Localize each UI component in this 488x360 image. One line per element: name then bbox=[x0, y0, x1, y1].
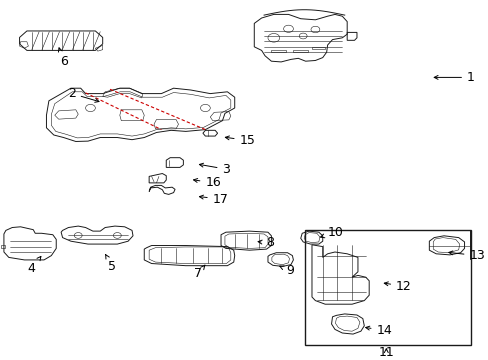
Text: 7: 7 bbox=[194, 265, 204, 280]
Text: 14: 14 bbox=[365, 324, 391, 337]
Text: 17: 17 bbox=[199, 193, 228, 206]
Text: 16: 16 bbox=[193, 176, 221, 189]
Bar bbox=[304, 230, 470, 345]
Text: 4: 4 bbox=[28, 256, 41, 275]
Text: 6: 6 bbox=[59, 48, 67, 68]
Text: 15: 15 bbox=[225, 134, 255, 147]
Text: 2: 2 bbox=[68, 87, 99, 102]
Text: 11: 11 bbox=[378, 346, 393, 359]
Text: 13: 13 bbox=[448, 249, 484, 262]
Text: 9: 9 bbox=[279, 264, 293, 277]
Text: 5: 5 bbox=[105, 255, 116, 273]
Text: 1: 1 bbox=[433, 71, 474, 84]
Text: 8: 8 bbox=[258, 237, 274, 249]
Text: 10: 10 bbox=[320, 226, 343, 239]
Text: 3: 3 bbox=[199, 163, 230, 176]
Text: 12: 12 bbox=[384, 280, 411, 293]
